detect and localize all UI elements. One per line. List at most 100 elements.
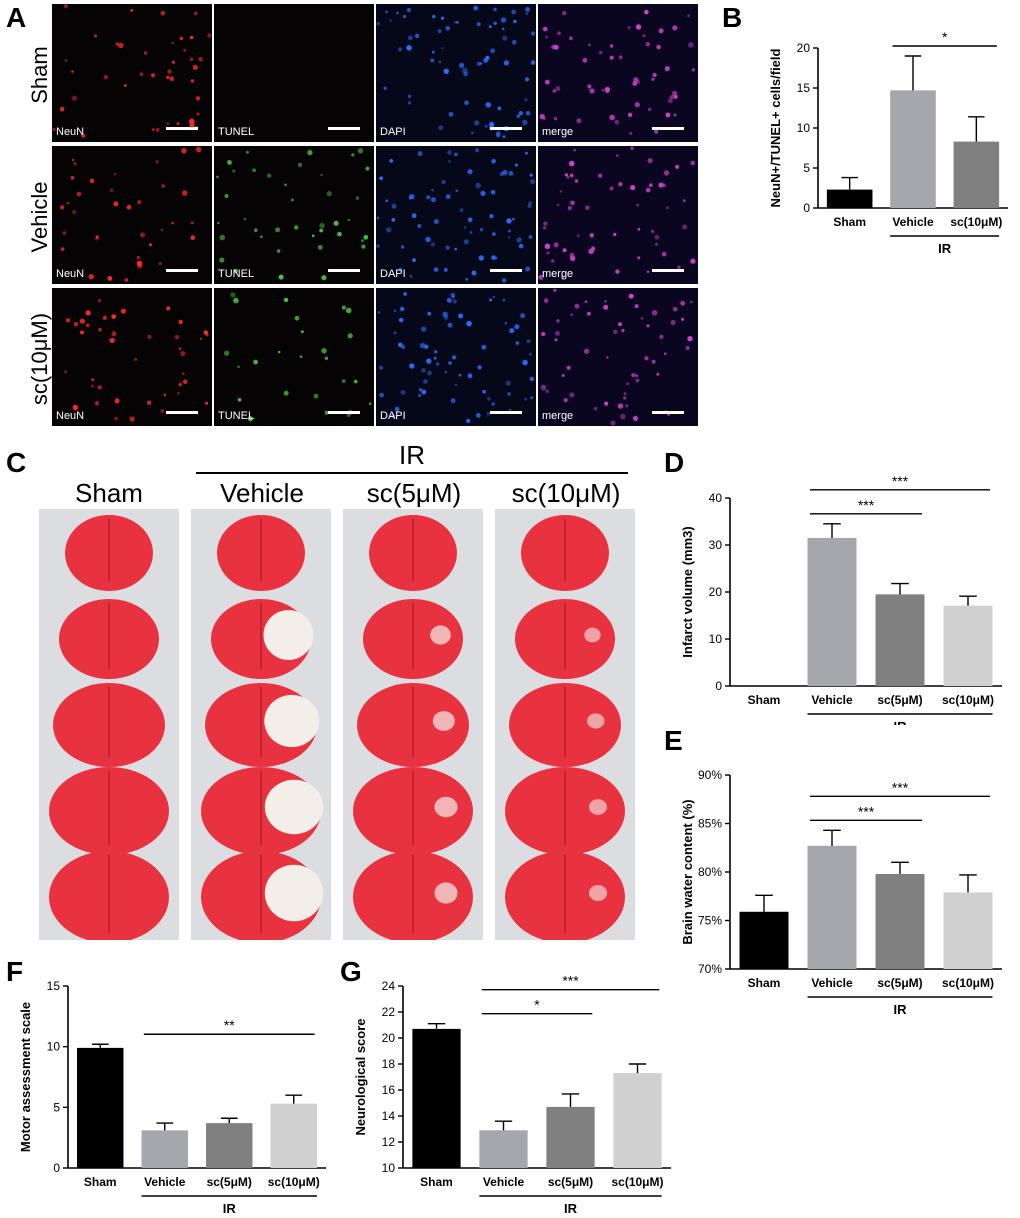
row-label-sc10: sc(10μM) — [27, 312, 52, 406]
micro-merge: merge — [538, 288, 698, 426]
nucleus-dot — [390, 413, 396, 419]
y-tick-label: 14 — [382, 1109, 396, 1123]
nucleus-dot — [609, 186, 614, 191]
infarct-region — [432, 711, 455, 731]
infarct-region — [588, 799, 608, 815]
nucleus-dot — [618, 322, 622, 327]
brain-slice — [505, 767, 625, 855]
nucleus-dot — [561, 374, 565, 377]
nucleus-dot — [673, 113, 677, 117]
nucleus-dot — [149, 243, 152, 247]
nucleus-dot — [66, 201, 70, 205]
nucleus-dot — [195, 96, 201, 101]
nucleus-dot — [508, 229, 511, 233]
nucleus-dot — [520, 313, 526, 319]
nucleus-dot — [604, 300, 607, 303]
nucleus-dot — [102, 315, 107, 320]
nucleus-dot — [542, 26, 548, 32]
significance-label: *** — [562, 973, 579, 989]
nucleus-dot — [530, 396, 534, 400]
nucleus-dot — [219, 257, 225, 263]
nucleus-dot — [568, 160, 575, 167]
y-tick-label: 15 — [797, 81, 811, 95]
nucleus-dot — [479, 228, 484, 232]
nucleus-dot — [672, 306, 678, 312]
nucleus-dot — [177, 391, 180, 395]
nucleus-dot — [324, 356, 329, 360]
x-tick-label: Sham — [748, 976, 781, 990]
brain-slice — [201, 767, 324, 855]
nucleus-dot — [389, 159, 394, 163]
nucleus-dot — [507, 392, 511, 396]
nucleus-dot — [642, 34, 646, 38]
nucleus-dot — [190, 235, 196, 240]
nucleus-dot — [432, 14, 436, 19]
nucleus-dot — [60, 205, 65, 210]
ttc-slices — [39, 509, 179, 940]
nucleus-dot — [467, 217, 473, 222]
nucleus-dot — [527, 204, 532, 208]
nucleus-dot — [589, 88, 595, 94]
y-axis-label: Motor assessment scale — [18, 1002, 33, 1152]
y-tick-label: 16 — [382, 1083, 396, 1097]
brain-slice — [211, 599, 314, 679]
nucleus-dot — [570, 200, 575, 206]
nucleus-dot — [391, 203, 397, 209]
nucleus-dot — [514, 324, 520, 330]
ttc-column-vehicle — [191, 509, 331, 940]
nucleus-dot — [654, 234, 660, 240]
x-tick-label: sc(5μM) — [877, 976, 922, 990]
y-tick-label: 0 — [803, 201, 810, 215]
brain-slice — [521, 515, 609, 591]
nucleus-dot — [459, 62, 465, 68]
nucleus-dot — [635, 24, 642, 30]
nucleus-dot — [636, 80, 641, 84]
nucleus-dot — [613, 232, 617, 237]
nucleus-dot — [421, 326, 427, 332]
micro-dapi: DAPI — [376, 4, 536, 142]
nucleus-dot — [98, 327, 102, 332]
scale-bar — [166, 269, 198, 272]
y-tick-label: 0 — [53, 1161, 60, 1175]
infarct-region — [264, 864, 324, 922]
nucleus-dot — [284, 183, 287, 187]
nucleus-dot — [522, 359, 528, 366]
nucleus-dot — [492, 295, 496, 299]
brain-slice — [363, 599, 463, 679]
y-tick-label: 20 — [797, 41, 811, 55]
y-tick-label: 40 — [709, 491, 723, 505]
nucleus-dot — [569, 252, 575, 258]
nucleus-dot — [680, 300, 686, 306]
nucleus-dot — [562, 248, 567, 253]
y-tick-label: 24 — [382, 979, 396, 993]
nucleus-dot — [476, 22, 481, 27]
nucleus-dot — [603, 304, 609, 310]
nucleus-dot — [427, 370, 432, 376]
chart-d: 0 10 20 30 40 Infarct volume (mm3) Sham Vehicle… — [680, 473, 1002, 725]
nucleus-dot — [480, 190, 486, 196]
nucleus-dot — [320, 173, 323, 177]
nucleus-dot — [182, 379, 188, 384]
nucleus-dot — [85, 323, 90, 328]
significance-label: *** — [892, 473, 909, 489]
nucleus-dot — [485, 102, 490, 107]
nucleus-dot — [391, 218, 396, 222]
nucleus-dot — [79, 318, 85, 324]
nucleus-dot — [351, 153, 355, 157]
nucleus-dot — [400, 390, 406, 395]
y-tick-label: 70% — [698, 962, 722, 976]
nucleus-dot — [400, 344, 405, 349]
nucleus-dot — [224, 194, 229, 198]
nucleus-dot — [685, 345, 690, 351]
column-label-sc5: sc(5μM) — [366, 478, 462, 508]
nucleus-dot — [559, 190, 563, 193]
panel-letter-a: A — [6, 2, 27, 33]
nucleus-dot — [511, 9, 516, 15]
nucleus-dot — [459, 208, 464, 213]
nucleus-dot — [137, 200, 142, 205]
nucleus-dot — [383, 86, 387, 90]
nucleus-dot — [442, 311, 448, 317]
nucleus-dot — [528, 235, 533, 239]
bar — [412, 1028, 461, 1168]
nucleus-dot — [62, 231, 67, 235]
